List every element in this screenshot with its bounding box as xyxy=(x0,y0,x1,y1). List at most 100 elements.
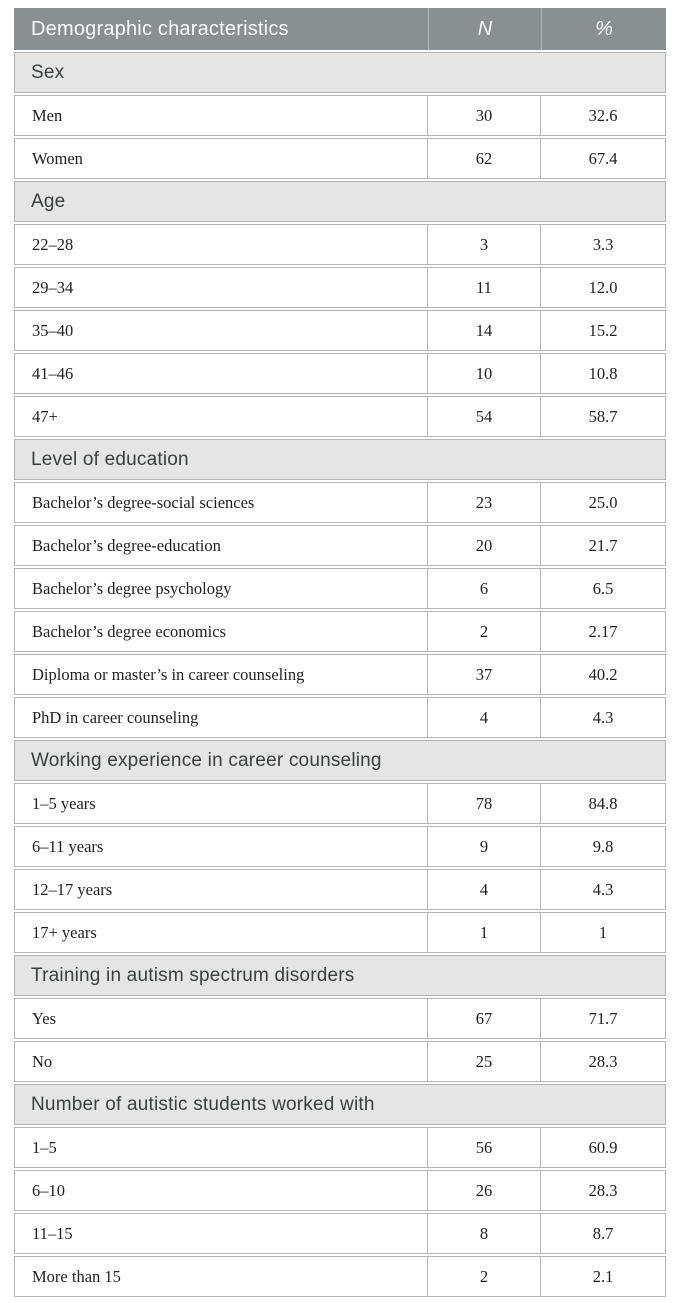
row-n-value: 9 xyxy=(427,827,540,866)
table-row-phd-in-career-counseling: PhD in career counseling 4 4.3 xyxy=(14,697,666,738)
row-label: More than 15 xyxy=(32,1266,121,1286)
row-label: 22–28 xyxy=(32,234,74,254)
row-label: Bachelor’s degree-education xyxy=(32,535,221,555)
row-label: Diploma or master’s in career counseling xyxy=(32,664,305,684)
table-row-yes: Yes 67 71.7 xyxy=(14,998,666,1039)
row-n-value: 14 xyxy=(427,311,540,350)
row-label: Women xyxy=(32,148,83,168)
table-row-diploma-or-master-s-in-career-counseling: Diploma or master’s in career counseling… xyxy=(14,654,666,695)
row-percent-value: 40.2 xyxy=(540,655,665,694)
table-row-29-34: 29–34 11 12.0 xyxy=(14,267,666,308)
row-n-value: 30 xyxy=(427,96,540,135)
row-label: 35–40 xyxy=(32,320,74,340)
table-header-row: Demographic characteristics N % xyxy=(14,8,666,50)
row-label: 11–15 xyxy=(32,1223,73,1243)
row-n-value: 6 xyxy=(427,569,540,608)
row-label: PhD in career counseling xyxy=(32,707,199,727)
row-n-value: 2 xyxy=(427,1257,540,1296)
row-percent-value: 2.17 xyxy=(540,612,665,651)
row-label: 12–17 years xyxy=(32,879,113,899)
table-row-47: 47+ 54 58.7 xyxy=(14,396,666,437)
header-percent: % xyxy=(541,8,666,50)
row-n-value: 67 xyxy=(427,999,540,1038)
section-title: Training in autism spectrum disorders xyxy=(31,964,355,986)
header-demographic-characteristics: Demographic characteristics xyxy=(31,17,289,40)
table-row-bachelor-s-degree-education: Bachelor’s degree-education 20 21.7 xyxy=(14,525,666,566)
section-title: Working experience in career counseling xyxy=(31,749,382,771)
row-percent-value: 6.5 xyxy=(540,569,665,608)
row-n-value: 8 xyxy=(427,1214,540,1253)
table-row-11-15: 11–15 8 8.7 xyxy=(14,1213,666,1254)
table-row-17-years: 17+ years 1 1 xyxy=(14,912,666,953)
section-sex: Sex xyxy=(14,52,666,93)
row-percent-value: 28.3 xyxy=(540,1171,665,1210)
table-row-1-5: 1–5 56 60.9 xyxy=(14,1127,666,1168)
row-n-value: 3 xyxy=(427,225,540,264)
table-row-6-11-years: 6–11 years 9 9.8 xyxy=(14,826,666,867)
table-row-more-than-15: More than 15 2 2.1 xyxy=(14,1256,666,1297)
table-row-41-46: 41–46 10 10.8 xyxy=(14,353,666,394)
row-percent-value: 10.8 xyxy=(540,354,665,393)
table-row-1-5-years: 1–5 years 78 84.8 xyxy=(14,783,666,824)
row-percent-value: 8.7 xyxy=(540,1214,665,1253)
row-n-value: 20 xyxy=(427,526,540,565)
row-percent-value: 1 xyxy=(540,913,665,952)
row-percent-value: 67.4 xyxy=(540,139,665,178)
row-label: Bachelor’s degree psychology xyxy=(32,578,232,598)
table-row-35-40: 35–40 14 15.2 xyxy=(14,310,666,351)
row-label: 6–11 years xyxy=(32,836,104,856)
table-row-men: Men 30 32.6 xyxy=(14,95,666,136)
section-training-in-autism-spectrum-disorders: Training in autism spectrum disorders xyxy=(14,955,666,996)
row-n-value: 23 xyxy=(427,483,540,522)
table-body: Sex Men 30 32.6 Women 62 67.4 Age 22–28 … xyxy=(14,52,666,1297)
table-row-no: No 25 28.3 xyxy=(14,1041,666,1082)
section-title: Number of autistic students worked with xyxy=(31,1093,375,1115)
row-percent-value: 4.3 xyxy=(540,870,665,909)
row-percent-value: 15.2 xyxy=(540,311,665,350)
row-label: 1–5 years xyxy=(32,793,96,813)
row-percent-value: 21.7 xyxy=(540,526,665,565)
row-n-value: 54 xyxy=(427,397,540,436)
row-n-value: 4 xyxy=(427,698,540,737)
table-row-22-28: 22–28 3 3.3 xyxy=(14,224,666,265)
row-n-value: 11 xyxy=(427,268,540,307)
table-row-bachelor-s-degree-economics: Bachelor’s degree economics 2 2.17 xyxy=(14,611,666,652)
row-percent-value: 4.3 xyxy=(540,698,665,737)
table-row-bachelor-s-degree-social-sciences: Bachelor’s degree-social sciences 23 25.… xyxy=(14,482,666,523)
row-percent-value: 2.1 xyxy=(540,1257,665,1296)
row-percent-value: 3.3 xyxy=(540,225,665,264)
row-n-value: 4 xyxy=(427,870,540,909)
row-label: No xyxy=(32,1051,53,1071)
row-percent-value: 25.0 xyxy=(540,483,665,522)
row-percent-value: 9.8 xyxy=(540,827,665,866)
row-percent-value: 28.3 xyxy=(540,1042,665,1081)
row-percent-value: 60.9 xyxy=(540,1128,665,1167)
row-percent-value: 32.6 xyxy=(540,96,665,135)
section-age: Age xyxy=(14,181,666,222)
section-number-of-autistic-students-worked-with: Number of autistic students worked with xyxy=(14,1084,666,1125)
row-n-value: 1 xyxy=(427,913,540,952)
table-row-6-10: 6–10 26 28.3 xyxy=(14,1170,666,1211)
row-label: 41–46 xyxy=(32,363,74,383)
table-row-12-17-years: 12–17 years 4 4.3 xyxy=(14,869,666,910)
row-label: Men xyxy=(32,105,63,125)
row-n-value: 26 xyxy=(427,1171,540,1210)
row-percent-value: 84.8 xyxy=(540,784,665,823)
section-working-experience-in-career-counseling: Working experience in career counseling xyxy=(14,740,666,781)
row-percent-value: 12.0 xyxy=(540,268,665,307)
row-n-value: 56 xyxy=(427,1128,540,1167)
header-n: N xyxy=(428,8,541,50)
row-label: 1–5 xyxy=(32,1137,57,1157)
table-row-bachelor-s-degree-psychology: Bachelor’s degree psychology 6 6.5 xyxy=(14,568,666,609)
row-label: Bachelor’s degree economics xyxy=(32,621,226,641)
row-n-value: 25 xyxy=(427,1042,540,1081)
row-n-value: 78 xyxy=(427,784,540,823)
row-label: Yes xyxy=(32,1008,57,1028)
row-label: 29–34 xyxy=(32,277,74,297)
section-level-of-education: Level of education xyxy=(14,439,666,480)
row-label: 47+ xyxy=(32,406,58,426)
table-row-women: Women 62 67.4 xyxy=(14,138,666,179)
row-percent-value: 71.7 xyxy=(540,999,665,1038)
row-n-value: 10 xyxy=(427,354,540,393)
